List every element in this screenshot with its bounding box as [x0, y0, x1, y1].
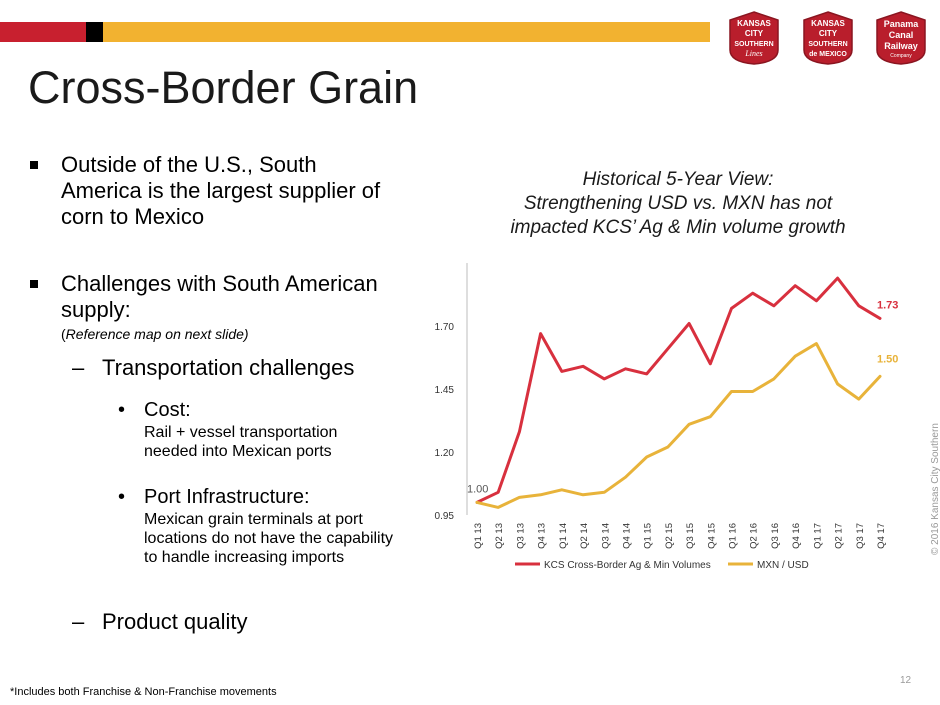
point-heading: Port Infrastructure:: [144, 486, 310, 508]
point-body: Mexican grain terminals at port location…: [144, 511, 394, 566]
kcs-logo-line-1: KANSAS: [737, 19, 771, 28]
x-tick-label: Q1 13: [473, 523, 484, 549]
x-tick-label: Q2 17: [834, 523, 845, 549]
chart-title-line: Historical 5-Year View:: [582, 169, 774, 190]
kcsm-logo-line-3: SOUTHERN: [808, 41, 847, 48]
square-bullet-icon: [30, 280, 38, 288]
pcr-logo-line-1: Panama: [884, 19, 920, 29]
x-tick-label: Q3 16: [770, 523, 781, 549]
page-number: 12: [900, 675, 912, 686]
series-line-kcs: [475, 276, 882, 504]
header-bar-black: [86, 22, 103, 42]
start-label: 1.00: [467, 483, 488, 495]
x-tick-label: Q1 14: [558, 523, 569, 549]
chart-title-line: impacted KCS’ Ag & Min volume growth: [510, 217, 846, 238]
kcsm-logo: KANSAS CITY SOUTHERN de MEXICO: [800, 10, 856, 66]
x-tick-label: Q1 17: [812, 523, 823, 549]
chart-title-line: Strengthening USD vs. MXN has not: [523, 193, 833, 214]
chart-title: Historical 5-Year View: Strengthening US…: [478, 168, 878, 240]
dot-marker: •: [118, 399, 126, 421]
dash-marker: –: [72, 609, 85, 634]
bullet-text: Challenges with South American supply:: [61, 271, 378, 322]
square-bullet-icon: [30, 161, 38, 169]
header-bar-red: [0, 22, 86, 42]
legend-label-kcs: KCS Cross-Border Ag & Min Volumes: [544, 560, 711, 571]
y-tick-label: 1.70: [435, 322, 455, 333]
x-tick-label: Q4 17: [876, 523, 887, 549]
end-label-mxn: 1.50: [877, 353, 898, 365]
dash-text: Transportation challenges: [102, 355, 355, 380]
kcs-logo: KANSAS CITY SOUTHERN Lines: [726, 10, 782, 66]
pcr-logo-line-2: Canal: [889, 30, 914, 40]
dash-marker: –: [72, 355, 85, 380]
kcs-logo-line-4: Lines: [744, 49, 762, 58]
pcr-logo: Panama Canal Railway Company: [873, 10, 929, 66]
x-tick-label: Q4 16: [791, 523, 802, 549]
slide-title: Cross-Border Grain: [28, 62, 419, 113]
reference-note: (Reference map on next slide): [61, 326, 249, 342]
kcsm-logo-line-2: CITY: [819, 29, 838, 38]
legend-label-mxn: MXN / USD: [757, 560, 809, 571]
end-label-kcs: 1.73: [877, 299, 898, 311]
x-tick-label: Q2 15: [664, 523, 675, 549]
line-chart: 0.95 1.20 1.45 1.70 Q1 13 Q2 13 Q3 13 Q4 13 Q1 1…: [435, 263, 898, 571]
x-tick-label: Q2 14: [579, 523, 590, 549]
x-tick-label: Q3 13: [515, 523, 526, 549]
pcr-logo-line-3: Railway: [884, 41, 918, 51]
kcsm-logo-line-1: KANSAS: [811, 19, 845, 28]
x-tick-label: Q3 15: [685, 523, 696, 549]
point-body: Rail + vessel transportation needed into…: [144, 424, 338, 460]
x-tick-label: Q1 16: [728, 523, 739, 549]
series-line-mxn: [475, 342, 882, 509]
x-tick-label: Q3 17: [855, 523, 866, 549]
footnote: *Includes both Franchise & Non-Franchise…: [10, 686, 277, 698]
pcr-logo-line-4: Company: [890, 53, 912, 59]
x-tick-label: Q2 13: [494, 523, 505, 549]
x-tick-label: Q4 14: [621, 523, 632, 549]
kcs-logo-line-2: CITY: [745, 29, 764, 38]
header-bar-yellow: [103, 22, 710, 42]
bullet-text: Outside of the U.S., South America is th…: [61, 152, 381, 229]
x-tick-label: Q3 14: [600, 523, 611, 549]
x-tick-label: Q2 16: [749, 523, 760, 549]
point-heading: Cost:: [144, 399, 191, 421]
sub-bullet-product-quality: – Product quality: [72, 609, 248, 635]
dot-marker: •: [118, 486, 126, 508]
kcs-logo-line-3: SOUTHERN: [734, 41, 773, 48]
y-tick-label: 0.95: [435, 511, 455, 522]
x-tick-label: Q1 15: [643, 523, 654, 549]
sub-bullet-transportation: – Transportation challenges: [72, 355, 354, 381]
kcsm-logo-line-4: de MEXICO: [809, 51, 847, 58]
y-tick-label: 1.45: [435, 385, 455, 396]
y-tick-label: 1.20: [435, 448, 455, 459]
x-tick-label: Q4 15: [706, 523, 717, 549]
copyright-text: © 2016 Kansas City Southern: [930, 423, 940, 555]
dash-text: Product quality: [102, 609, 248, 634]
x-tick-label: Q4 13: [537, 523, 548, 549]
